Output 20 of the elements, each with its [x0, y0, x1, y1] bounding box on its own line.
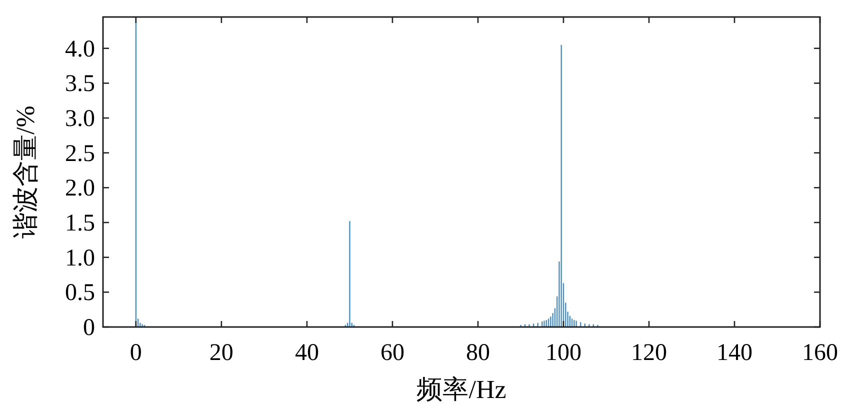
x-tick-label: 40: [294, 340, 319, 366]
y-tick-label: 0.5: [65, 280, 95, 306]
y-axis-title: 谐波含量/%: [11, 106, 40, 238]
y-tick-label: 3.0: [65, 106, 95, 132]
y-tick-label: 0: [83, 315, 95, 341]
x-tick-label: 100: [545, 340, 582, 366]
x-tick-label: 0: [130, 340, 142, 366]
y-tick-label: 1.5: [65, 210, 95, 237]
x-tick-label: 80: [466, 340, 490, 366]
x-axis-title: 频率/Hz: [416, 375, 506, 404]
y-tick-label: 4.0: [65, 36, 95, 62]
y-tick-label: 2.0: [65, 176, 95, 202]
x-tick-label: 140: [716, 340, 752, 366]
y-tick-label: 2.5: [65, 140, 95, 167]
y-tick-label: 1.0: [65, 245, 95, 272]
x-tick-label: 60: [380, 340, 404, 366]
x-tick-label: 120: [630, 340, 667, 366]
y-tick-label: 3.5: [65, 71, 95, 98]
x-tick-label: 160: [802, 340, 838, 366]
x-tick-label: 20: [209, 340, 234, 366]
